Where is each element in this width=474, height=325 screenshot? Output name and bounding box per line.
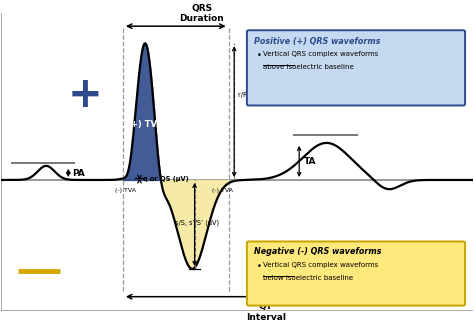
FancyBboxPatch shape	[247, 241, 465, 306]
Text: (+) TVA: (+) TVA	[127, 120, 163, 129]
Text: Positive (+) QRS waveforms: Positive (+) QRS waveforms	[254, 36, 381, 46]
Text: Vertical QRS complex waveforms: Vertical QRS complex waveforms	[263, 262, 378, 268]
Text: s/S, s’/S’ (μV): s/S, s’/S’ (μV)	[175, 220, 219, 227]
Text: QT
Interval: QT Interval	[246, 302, 286, 322]
Text: PA: PA	[72, 169, 85, 178]
Text: (-) TVA: (-) TVA	[212, 188, 233, 193]
Text: Negative (-) QRS waveforms: Negative (-) QRS waveforms	[254, 247, 382, 256]
Text: r/R, r’/R’ (μV): r/R, r’/R’ (μV)	[238, 92, 282, 98]
Text: •: •	[257, 51, 262, 60]
Text: above isoelectric baseline: above isoelectric baseline	[263, 64, 354, 70]
FancyBboxPatch shape	[247, 30, 465, 106]
Text: q or QS (μV): q or QS (μV)	[143, 176, 189, 182]
Text: TA: TA	[304, 157, 317, 166]
Text: QRS
Duration: QRS Duration	[179, 4, 224, 23]
Text: Vertical QRS complex waveforms: Vertical QRS complex waveforms	[263, 51, 378, 58]
Text: •: •	[257, 262, 262, 271]
Text: +: +	[68, 74, 103, 116]
Text: below isoelectric baseline: below isoelectric baseline	[263, 275, 353, 281]
Text: (-) TVA: (-) TVA	[115, 188, 136, 193]
